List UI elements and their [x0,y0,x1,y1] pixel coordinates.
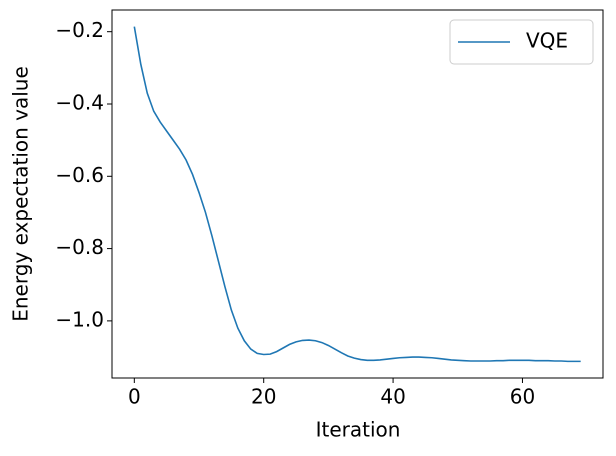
y-tick-label: −0.4 [55,90,104,114]
x-tick-label: 20 [251,385,276,409]
y-tick-label: −1.0 [55,307,104,331]
y-axis-label: Energy expectation value [9,66,33,322]
data-line [133,26,581,363]
x-axis-label: Iteration [316,418,401,442]
plot-frame [111,9,604,379]
x-tick-label: 60 [510,385,535,409]
x-tick-label: 40 [380,385,405,409]
y-tick-label: −0.6 [55,163,104,187]
y-tick-label: −0.2 [55,18,104,42]
x-tick-label: 0 [128,385,141,409]
legend-box [449,19,594,65]
legend-label: VQE [526,29,568,53]
y-tick-label: −0.8 [55,235,104,259]
